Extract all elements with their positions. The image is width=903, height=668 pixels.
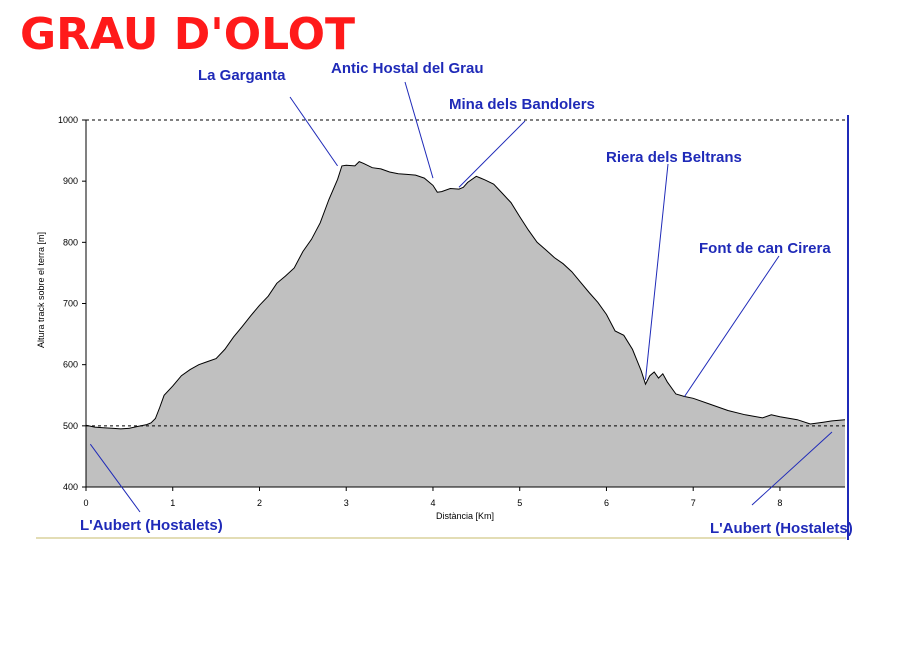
x-tick-label: 8 [777, 498, 782, 508]
y-tick-label: 400 [63, 482, 78, 492]
annotation-label: L'Aubert (Hostalets) [710, 520, 853, 537]
y-tick-label: 700 [63, 299, 78, 309]
annotation-leader-line [684, 255, 780, 397]
chart-title: GRAU D'OLOT [20, 9, 355, 60]
y-tick-label: 1000 [58, 115, 78, 125]
elevation-area [86, 161, 845, 487]
x-tick-label: 1 [170, 498, 175, 508]
y-tick-label: 900 [63, 176, 78, 186]
y-tick-label: 600 [63, 360, 78, 370]
y-tick-label: 800 [63, 237, 78, 247]
x-tick-label: 6 [604, 498, 609, 508]
x-tick-label: 7 [691, 498, 696, 508]
annotation-leader-line [289, 96, 338, 167]
x-tick-label: 5 [517, 498, 522, 508]
elevation-line [85, 161, 846, 430]
axes [82, 119, 845, 491]
y-tick-label: 500 [63, 421, 78, 431]
x-tick-label: 3 [344, 498, 349, 508]
annotation-label: Riera dels Beltrans [606, 149, 742, 166]
annotation-leader-line [644, 163, 669, 381]
annotation-leader-line [458, 120, 526, 188]
annotation-label: Mina dels Bandolers [449, 96, 595, 113]
annotation-leader-line [404, 81, 434, 179]
annotation-label: La Garganta [198, 67, 286, 84]
tick-labels: 400 500 600 700 800 900 1000 0 1 2 3 4 5 6 7 8 [58, 115, 782, 508]
x-tick-label: 0 [83, 498, 88, 508]
elevation-area-layer [85, 161, 846, 487]
x-tick-label: 2 [257, 498, 262, 508]
x-tick-label: 4 [430, 498, 435, 508]
annotation-label: Antic Hostal del Grau [331, 60, 484, 77]
reference-lines [86, 119, 845, 427]
annotation-label: L'Aubert (Hostalets) [80, 517, 223, 534]
annotation-leader-line [751, 431, 833, 506]
y-axis-label: Altura track sobre el terra [m] [36, 232, 46, 348]
x-axis-label: Distància [Km] [436, 511, 494, 521]
annotation-leader-line [89, 443, 141, 513]
annotation-label: Font de can Cirera [699, 240, 831, 257]
annotations: La Garganta Antic Hostal del Grau Mina del… [80, 60, 853, 537]
